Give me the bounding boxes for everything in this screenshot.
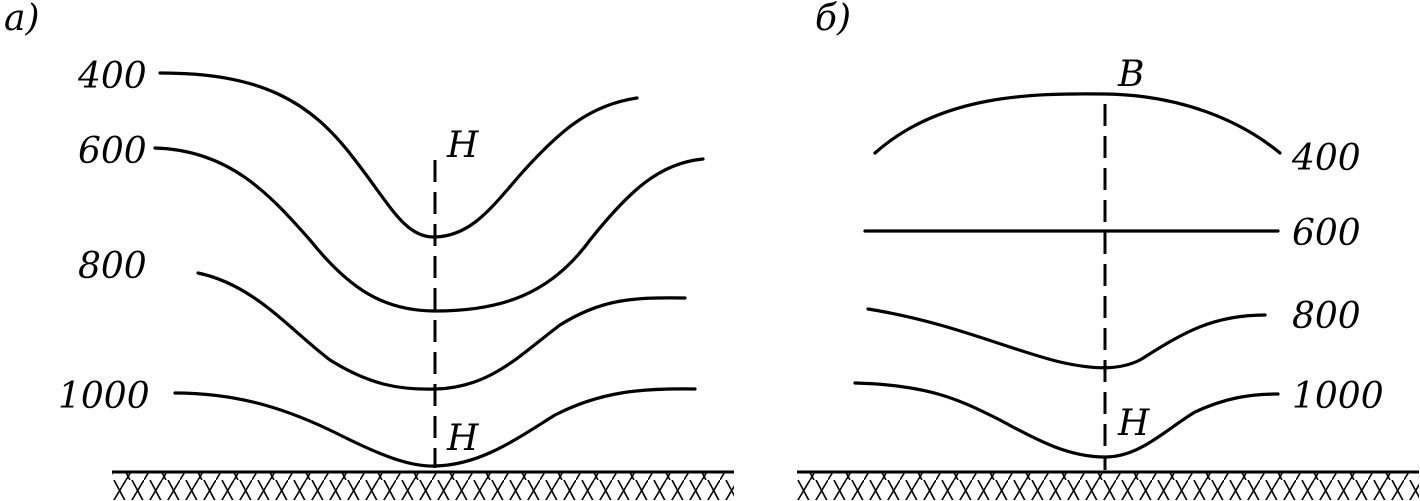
panel-b-tag: б) <box>815 0 851 39</box>
panel-b: б) 400 600 800 1000 В Н <box>797 0 1419 500</box>
panel-b-isobar-800 <box>866 307 1267 370</box>
panel-a-level-600-label: 600 <box>78 131 147 172</box>
panel-b-isobar-400 <box>873 92 1282 155</box>
panel-a: а) 400 600 800 1000 Н Н <box>4 0 734 500</box>
panel-b-high-label: В <box>1117 54 1144 95</box>
panel-a-top-low-label: Н <box>446 125 479 166</box>
panel-b-level-600-label: 600 <box>1292 213 1361 254</box>
panel-b-low-label: Н <box>1117 403 1150 444</box>
panel-a-level-1000-label: 1000 <box>58 376 150 417</box>
panel-b-ground-hatching <box>797 472 1419 500</box>
panel-a-bottom-low-label: Н <box>446 418 479 459</box>
panel-a-tag: а) <box>4 0 40 39</box>
panel-a-level-400-label: 400 <box>77 56 147 97</box>
panel-a-isobar-600 <box>153 146 705 313</box>
panel-a-isobar-800 <box>196 271 687 391</box>
panel-b-level-1000-label: 1000 <box>1292 376 1384 417</box>
panel-b-isobar-1000 <box>853 381 1280 459</box>
panel-a-ground-hatching <box>112 472 734 500</box>
panel-a-level-800-label: 800 <box>78 246 147 287</box>
panel-b-level-400-label: 400 <box>1291 138 1361 179</box>
panel-b-level-800-label: 800 <box>1292 296 1361 337</box>
panel-a-isobar-400 <box>158 71 639 239</box>
